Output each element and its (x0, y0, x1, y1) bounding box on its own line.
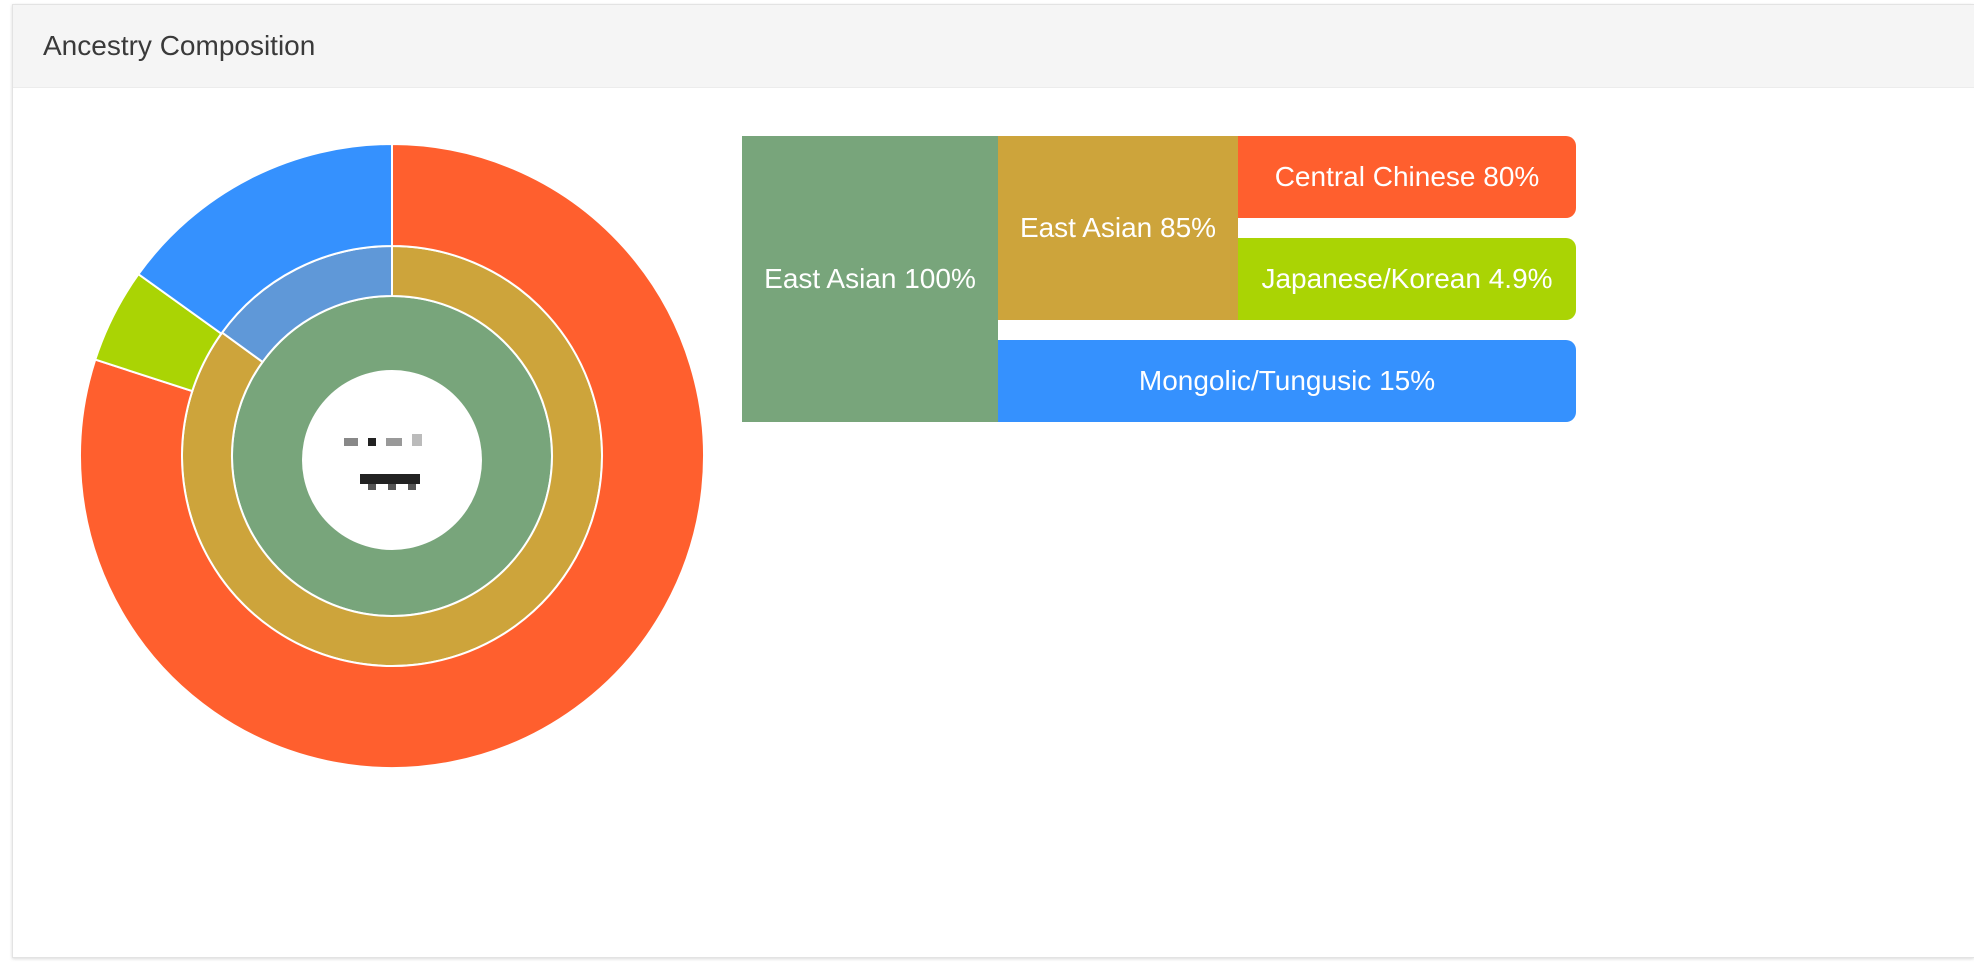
tree-node-label: Japanese/Korean 4.9% (1261, 263, 1553, 294)
tree-node-label: Central Chinese 80% (1274, 161, 1540, 192)
sunburst-chart (80, 144, 704, 768)
sunburst-slice-mongolic-tungusic[interactable] (137, 144, 393, 336)
blur-pixel (386, 438, 402, 446)
tree-node-east-asian-100[interactable]: East Asian 100% (742, 136, 998, 422)
tree-node-japanese-korean[interactable]: Japanese/Korean 4.9% (1238, 238, 1576, 320)
blur-pixel (388, 484, 396, 490)
tree-node-central-chinese[interactable]: Central Chinese 80% (1238, 136, 1576, 218)
panel-title: Ancestry Composition (43, 30, 316, 61)
blur-pixel (368, 484, 376, 490)
center-avatar (302, 370, 482, 550)
blur-pixel (368, 438, 376, 446)
tree-node-label: Mongolic/Tungusic 15% (1138, 365, 1436, 396)
tree-node-east-asian-85[interactable]: East Asian 85% (998, 136, 1238, 320)
blur-pixel (412, 434, 422, 446)
sunburst-slice-central-chinese[interactable] (80, 144, 704, 768)
blur-pixel (360, 474, 420, 484)
blur-pixel (344, 438, 358, 446)
tree-node-mongolic-tungusic[interactable]: Mongolic/Tungusic 15% (998, 340, 1576, 422)
tree-node-label: East Asian 100% (764, 263, 976, 294)
panel-header: Ancestry Composition (13, 5, 1974, 88)
blur-pixel (408, 484, 416, 490)
tree-node-label: East Asian 85% (1019, 212, 1217, 243)
